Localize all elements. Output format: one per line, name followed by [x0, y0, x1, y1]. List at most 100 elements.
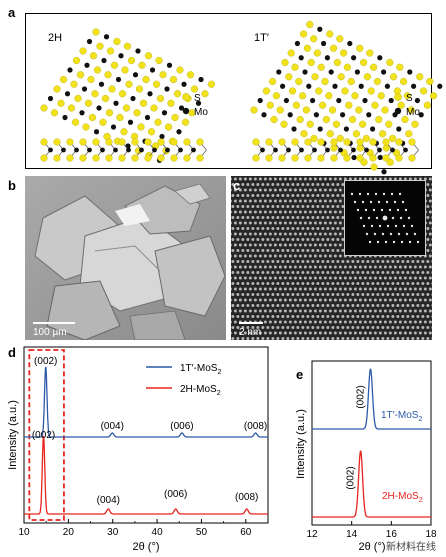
lattice-spot [313, 320, 317, 324]
lattice-spot [258, 287, 262, 291]
chart-d-peak-labels: (002) (004) (006) (008) (002) (004) (006) (008) [32, 356, 267, 506]
lattice-spot [336, 216, 340, 219]
lattice-spot [263, 309, 267, 313]
lattice-spot [423, 177, 427, 181]
lattice-spot [373, 298, 377, 302]
lattice-spot [236, 304, 240, 307]
lattice-spot [241, 227, 245, 230]
chart-d-y-label: Intensity (a.u.) [7, 400, 19, 470]
lattice-spot [431, 271, 432, 274]
lattice-spot [333, 210, 337, 214]
lattice-spot [288, 210, 292, 214]
lattice-spot [253, 298, 257, 302]
lattice-spot [321, 238, 325, 241]
lattice-spot [326, 216, 330, 219]
chart-d-x-label: 2θ (°) [132, 541, 159, 553]
lattice-spot [243, 221, 247, 225]
lattice-spot [266, 216, 270, 219]
lattice-spot [243, 331, 247, 335]
mo-atom [302, 69, 308, 75]
lattice-spot [371, 304, 375, 307]
peak-label: (008) [235, 492, 258, 503]
lattice-spot [348, 177, 352, 181]
lattice-spot [308, 221, 312, 225]
lattice-spot [413, 287, 417, 291]
lattice-spot [308, 287, 312, 291]
fft-spot [359, 216, 363, 220]
lattice-spot [286, 315, 290, 318]
lattice-spot [298, 309, 302, 313]
lattice-spot [411, 337, 415, 340]
lattice-spot [258, 188, 262, 192]
fft-spot [374, 192, 378, 196]
lattice-spot [248, 287, 252, 291]
mo-atom [81, 86, 88, 92]
lattice-spot [238, 221, 242, 225]
s-atom [278, 138, 286, 146]
lattice-spot [361, 326, 365, 329]
legend-mo-marker [182, 107, 190, 115]
lattice-spot [273, 298, 277, 302]
legend-s-marker [182, 93, 190, 101]
lattice-spot [431, 315, 432, 318]
lattice-spot [291, 194, 295, 197]
fft-spot [389, 232, 393, 236]
lattice-spot [308, 276, 312, 280]
lattice-spot [286, 282, 290, 285]
lattice-spot [341, 293, 345, 296]
fft-spot [382, 192, 386, 196]
lattice-spot [366, 337, 370, 340]
lattice-spot [283, 221, 287, 225]
s-atom [131, 138, 139, 146]
lattice-spot [333, 243, 337, 247]
lattice-spot [263, 199, 267, 203]
lattice-spot [251, 183, 255, 186]
lattice-spot [276, 282, 280, 285]
s-atom [385, 120, 393, 128]
lattice-spot [426, 337, 430, 340]
chart-e-labels: (002) (002) 1T′-MoS2 2H-MoS2 [346, 385, 423, 504]
lattice-spot [306, 260, 310, 263]
s-atom [70, 80, 78, 88]
lattice-spot [416, 293, 420, 296]
lattice-spot [391, 282, 395, 285]
s-atom [272, 92, 281, 100]
lattice-spot [366, 304, 370, 307]
lattice-spot [293, 188, 297, 192]
lattice-spot [316, 260, 320, 263]
lattice-spot [311, 282, 315, 285]
fft-spot [370, 224, 374, 228]
s-atom [170, 138, 178, 146]
lattice-spot [326, 238, 330, 241]
lattice-spot [281, 205, 285, 208]
s-atom [167, 99, 175, 107]
mo-atom [273, 147, 278, 153]
s-atom [390, 73, 398, 81]
lattice-spot [301, 260, 305, 263]
lattice-spot [386, 337, 390, 340]
s-atom [330, 138, 338, 146]
s-atom [345, 101, 353, 109]
lattice-spot [338, 232, 342, 236]
lattice-spot [313, 331, 317, 335]
s-atom [300, 130, 308, 138]
lattice-spot [393, 320, 397, 324]
lattice-spot [358, 177, 362, 181]
lattice-spot [403, 298, 407, 302]
s-atom [123, 42, 132, 50]
watermark: 新材料在线 [386, 542, 436, 553]
chart-d-x-ticks: 10 20 30 40 50 60 [18, 519, 252, 538]
lattice-spot [298, 298, 302, 302]
lattice-spot [243, 309, 247, 313]
lattice-spot [363, 177, 367, 181]
lattice-spot [253, 309, 257, 313]
lattice-spot [273, 331, 277, 335]
lattice-spot [243, 287, 247, 291]
lattice-spot [263, 320, 267, 324]
mo-atom [181, 81, 187, 87]
lattice-spot [431, 249, 432, 252]
lattice-spot [248, 199, 252, 203]
lattice-spot [256, 260, 260, 263]
lattice-spot [341, 260, 345, 263]
lattice-spot [336, 282, 340, 285]
